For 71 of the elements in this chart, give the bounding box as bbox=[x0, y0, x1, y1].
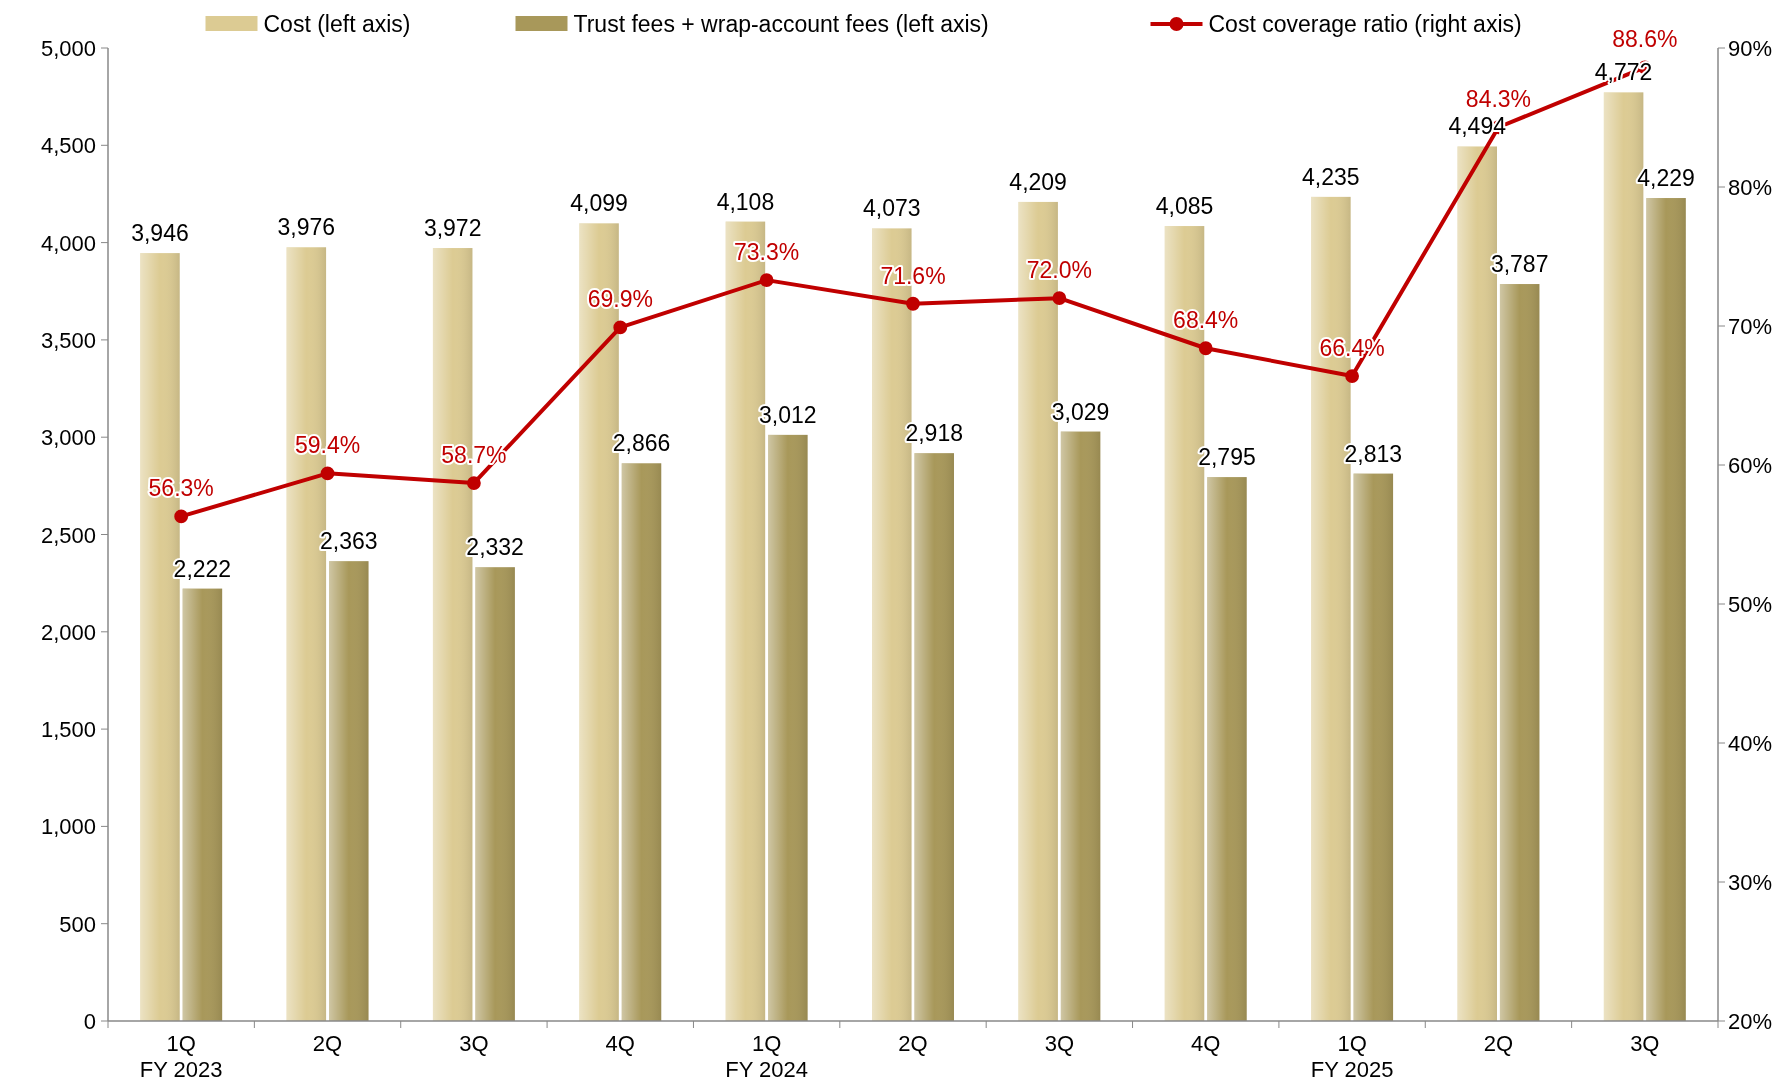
point bbox=[174, 509, 189, 524]
data-label: 56.3% bbox=[148, 475, 214, 502]
data-label: 2,866 bbox=[612, 430, 671, 457]
data-label: 2,363 bbox=[319, 528, 378, 555]
y-tick-label: 5,000 bbox=[40, 36, 96, 61]
y-tick-label: 2,000 bbox=[40, 619, 96, 645]
data-label: 4,073 bbox=[863, 195, 921, 222]
y2-tick-label: 70% bbox=[1728, 314, 1773, 339]
point bbox=[906, 296, 920, 311]
data-label: 3,029 bbox=[1051, 398, 1110, 425]
data-label: 3,787 bbox=[1490, 251, 1549, 278]
data-label: 4,099 bbox=[570, 190, 628, 217]
data-label: 2,918 bbox=[905, 420, 963, 447]
data-label: 2,795 bbox=[1198, 444, 1256, 471]
y2-tick-label: 40% bbox=[1728, 731, 1773, 756]
y2-tick-label: 50% bbox=[1728, 592, 1773, 617]
data-label: 68.4% bbox=[1173, 307, 1239, 334]
x-tick-label: 2Q bbox=[312, 1031, 343, 1056]
x-tick-label: 1Q FY 2023 bbox=[139, 1031, 223, 1081]
data-label: 84.3% bbox=[1465, 86, 1532, 113]
y2-tick-label: 20% bbox=[1728, 1009, 1773, 1034]
data-label: 3,976 bbox=[277, 214, 336, 241]
point bbox=[759, 273, 774, 288]
y2-tick-label: 30% bbox=[1728, 870, 1773, 895]
y2-tick-label: 60% bbox=[1728, 453, 1773, 478]
point bbox=[1052, 291, 1067, 306]
data-label: 2,813 bbox=[1344, 440, 1403, 467]
y-tick-label: 3,500 bbox=[40, 327, 96, 353]
x-tick-label: 3Q bbox=[1630, 1031, 1660, 1056]
x-tick-label: 4Q bbox=[605, 1031, 635, 1056]
data-label: 3,972 bbox=[423, 215, 482, 242]
y-tick-label: 500 bbox=[59, 911, 96, 937]
point bbox=[320, 466, 335, 481]
data-label: 59.4% bbox=[294, 432, 361, 459]
data-label: 3,946 bbox=[131, 220, 189, 247]
data-label: 69.9% bbox=[587, 286, 653, 313]
legend-label: Cost (left axis) bbox=[263, 11, 411, 37]
y-tick-label: 1,500 bbox=[40, 717, 96, 743]
data-label: 4,108 bbox=[716, 188, 775, 215]
x-tick-label: 3Q bbox=[459, 1031, 489, 1056]
y2-tick-label: 90% bbox=[1728, 36, 1773, 61]
y-tick-label: 0 bbox=[83, 1009, 96, 1034]
x-tick-label: 2Q bbox=[898, 1031, 928, 1056]
data-label: 72.0% bbox=[1026, 257, 1092, 284]
y-tick-label: 3,000 bbox=[40, 425, 96, 451]
x-tick-label: 2Q bbox=[1483, 1031, 1514, 1056]
x-tick-label: 1Q FY 2025 bbox=[1310, 1031, 1394, 1081]
data-label: 71.6% bbox=[880, 262, 946, 289]
data-label: 88.6% bbox=[1612, 26, 1678, 53]
y-tick-label: 4,500 bbox=[40, 133, 96, 159]
data-label: 4,235 bbox=[1302, 163, 1360, 190]
point bbox=[613, 320, 628, 335]
data-label: 73.3% bbox=[734, 239, 800, 266]
data-label: 2,332 bbox=[466, 534, 524, 561]
y-tick-label: 4,000 bbox=[40, 230, 96, 256]
point bbox=[467, 476, 481, 490]
point bbox=[1198, 341, 1213, 356]
data-label: 4,229 bbox=[1637, 165, 1695, 192]
data-label: 3,012 bbox=[759, 401, 817, 428]
point bbox=[1345, 369, 1359, 383]
data-label: 2,222 bbox=[173, 555, 232, 582]
x-tick-label: 3Q bbox=[1044, 1031, 1075, 1056]
data-label: 4,085 bbox=[1155, 193, 1214, 220]
legend-label: Trust fees + wrap-account fees (left axis) bbox=[573, 11, 989, 37]
x-tick-label: 4Q bbox=[1191, 1031, 1221, 1056]
y2-tick-label: 80% bbox=[1728, 175, 1773, 200]
data-label: 4,209 bbox=[1009, 168, 1067, 195]
x-tick-label: 1Q FY 2024 bbox=[725, 1031, 809, 1081]
y-tick-label: 2,500 bbox=[40, 522, 96, 548]
legend-label: Cost coverage ratio (right axis) bbox=[1208, 11, 1522, 37]
y-tick-label: 1,000 bbox=[40, 814, 96, 840]
